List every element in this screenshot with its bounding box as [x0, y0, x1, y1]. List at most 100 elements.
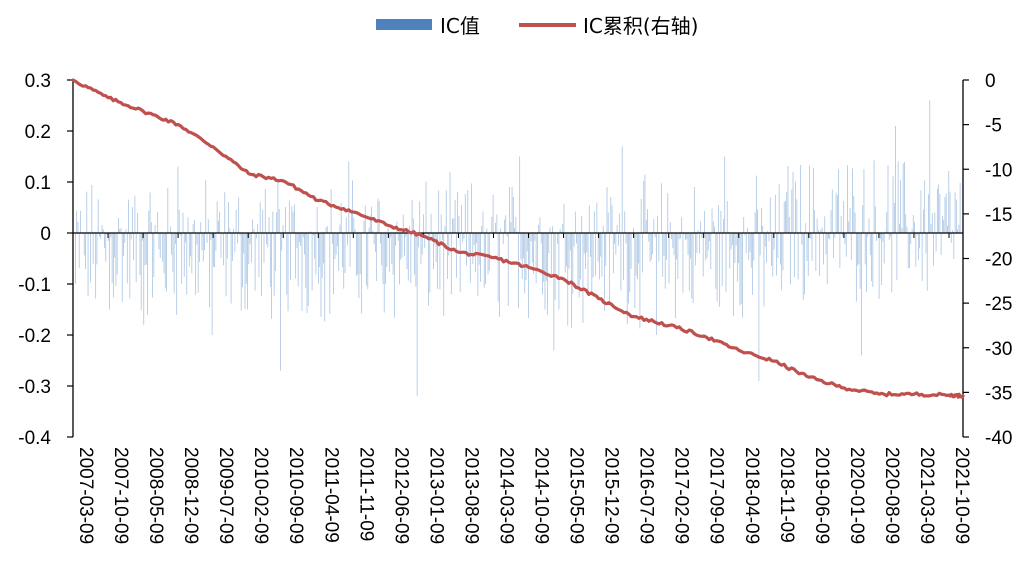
ic-bar — [886, 211, 888, 233]
ic-bar — [420, 233, 422, 265]
ic-bar — [96, 233, 98, 265]
ic-bar — [276, 212, 278, 233]
ic-bar — [649, 233, 651, 263]
ic-bar — [691, 233, 693, 299]
ic-bar — [458, 216, 460, 233]
ic-bar — [524, 233, 526, 294]
ic-bar — [652, 233, 653, 255]
ic-bar — [281, 233, 283, 251]
ic-bar — [807, 233, 809, 276]
ic-bar — [318, 233, 319, 284]
ic-bar — [374, 233, 376, 252]
ic-bar — [954, 192, 956, 233]
ic-bar — [212, 233, 214, 267]
ic-bar — [597, 233, 599, 262]
ic-bar — [759, 233, 761, 256]
ic-bar — [604, 233, 605, 311]
ic-bar — [419, 201, 421, 233]
ic-bar — [237, 233, 238, 244]
ic-bar — [428, 233, 429, 306]
ic-bar — [256, 233, 257, 239]
ic-bar — [774, 194, 776, 233]
ic-bar — [693, 186, 695, 233]
x-tick-label: 2019-06-09 — [811, 447, 832, 544]
ic-bar — [633, 228, 634, 233]
ic-bar — [797, 233, 799, 280]
x-tick-label: 2007-03-09 — [75, 447, 96, 544]
ic-bar — [414, 233, 416, 275]
ic-bar — [102, 229, 104, 233]
ic-bar — [609, 233, 610, 303]
ic-bar — [887, 165, 889, 233]
ic-bar — [128, 199, 129, 233]
ic-bar — [326, 226, 328, 233]
ic-bar — [511, 187, 513, 233]
ic-bar — [502, 233, 504, 245]
ic-bar — [879, 233, 881, 239]
ic-bar — [762, 226, 764, 233]
ic-bar — [535, 233, 537, 284]
ic-bar — [469, 233, 471, 283]
ic-bar — [640, 198, 642, 233]
ic-bar — [616, 224, 618, 233]
ic-bar — [431, 233, 433, 242]
ic-bar — [835, 192, 837, 233]
ic-bar — [819, 233, 821, 276]
ic-bar — [615, 233, 617, 255]
ic-bar — [359, 233, 361, 275]
ic-bar — [224, 192, 226, 233]
ic-bar — [344, 233, 346, 273]
ic-bar — [607, 212, 609, 233]
ic-bar — [658, 233, 660, 262]
ic-bar — [711, 208, 713, 233]
ic-bar — [343, 233, 345, 289]
ic-bar — [299, 233, 300, 243]
ic-bars — [75, 100, 961, 397]
ic-bar — [106, 233, 108, 235]
ic-bar — [85, 233, 86, 269]
ic-bar — [540, 233, 542, 244]
ic-bar — [499, 233, 500, 317]
ic-bar — [385, 233, 386, 284]
ic-bar — [706, 233, 708, 259]
ic-bar — [364, 205, 366, 233]
ic-bar — [118, 217, 119, 233]
ic-bar — [185, 233, 186, 243]
ic-bar — [699, 233, 700, 254]
ic-bar — [549, 227, 551, 233]
ic-bar — [661, 183, 662, 233]
ic-bar — [187, 217, 189, 233]
ic-bar — [471, 183, 472, 233]
ic-bar — [429, 233, 431, 293]
ic-bar — [130, 233, 132, 240]
ic-bar — [817, 230, 819, 233]
ic-bar — [595, 233, 597, 276]
x-tick-label: 2021-03-09 — [916, 447, 937, 544]
ic-bar — [550, 233, 552, 278]
ic-bar — [701, 233, 703, 238]
ic-bar — [421, 233, 423, 255]
ic-bar — [581, 216, 583, 233]
ic-bar — [568, 233, 570, 269]
right-tick-label: -15 — [985, 205, 1012, 226]
ic-bar — [180, 233, 181, 236]
ic-bar — [354, 229, 356, 233]
ic-bar — [76, 210, 78, 233]
ic-bar — [724, 156, 726, 233]
ic-bar — [190, 233, 191, 257]
ic-bar — [855, 233, 857, 302]
ic-bar — [464, 194, 466, 233]
ic-bar — [211, 233, 213, 335]
ic-bar — [574, 211, 576, 233]
ic-bar — [563, 203, 565, 233]
ic-bar — [705, 233, 707, 261]
ic-bar — [111, 233, 113, 283]
ic-bar — [682, 233, 684, 293]
ic-bar — [810, 233, 812, 239]
ic-bar — [700, 221, 702, 233]
ic-bar — [497, 233, 499, 302]
ic-bar — [350, 211, 352, 233]
ic-bar — [761, 207, 762, 233]
ic-bar — [685, 233, 686, 240]
ic-bar — [945, 193, 947, 233]
